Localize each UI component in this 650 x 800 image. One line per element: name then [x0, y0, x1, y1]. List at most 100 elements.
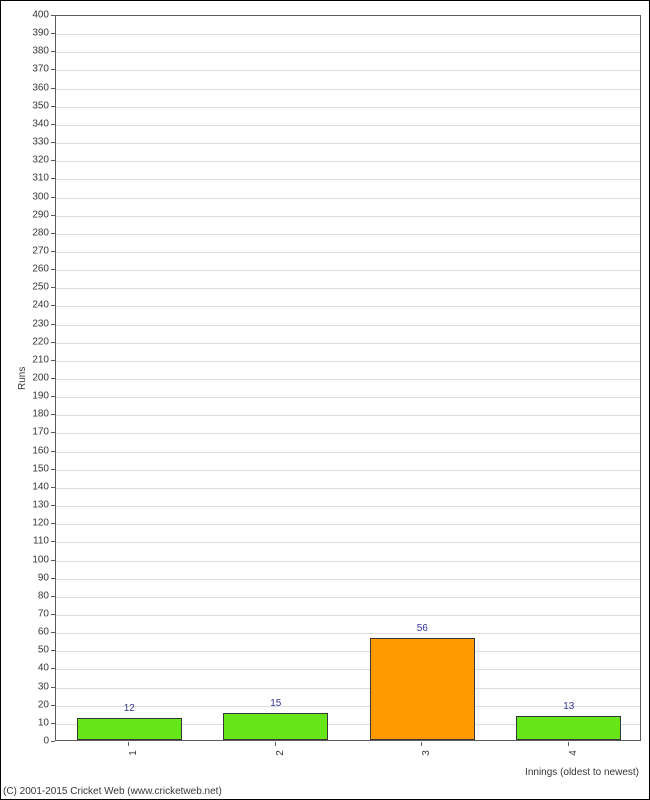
y-tick-label: 40 [27, 663, 49, 674]
y-tick-label: 150 [27, 463, 49, 474]
y-tick-label: 80 [27, 590, 49, 601]
bar [77, 718, 182, 740]
y-tick-mark [51, 541, 55, 542]
gridline [56, 198, 640, 199]
gridline [56, 107, 640, 108]
y-tick-label: 210 [27, 354, 49, 365]
y-tick-mark [51, 233, 55, 234]
gridline [56, 179, 640, 180]
gridline [56, 506, 640, 507]
gridline [56, 288, 640, 289]
y-tick-mark [51, 650, 55, 651]
y-tick-mark [51, 215, 55, 216]
gridline [56, 125, 640, 126]
gridline [56, 633, 640, 634]
y-tick-mark [51, 15, 55, 16]
y-tick-label: 170 [27, 427, 49, 438]
x-tick-mark [128, 742, 129, 746]
y-tick-label: 20 [27, 699, 49, 710]
y-tick-label: 370 [27, 64, 49, 75]
gridline [56, 688, 640, 689]
y-tick-label: 260 [27, 264, 49, 275]
y-tick-label: 70 [27, 608, 49, 619]
gridline [56, 379, 640, 380]
bar-value-label: 13 [563, 701, 574, 712]
x-tick-label: 2 [275, 750, 286, 756]
y-tick-mark [51, 578, 55, 579]
y-tick-mark [51, 487, 55, 488]
y-tick-label: 100 [27, 554, 49, 565]
gridline [56, 234, 640, 235]
y-tick-label: 120 [27, 518, 49, 529]
y-tick-mark [51, 305, 55, 306]
y-tick-mark [51, 705, 55, 706]
x-tick-mark [568, 742, 569, 746]
y-tick-label: 110 [27, 536, 49, 547]
y-tick-label: 350 [27, 100, 49, 111]
gridline [56, 433, 640, 434]
gridline [56, 306, 640, 307]
y-tick-label: 320 [27, 155, 49, 166]
y-tick-mark [51, 668, 55, 669]
y-tick-mark [51, 505, 55, 506]
gridline [56, 270, 640, 271]
y-tick-mark [51, 106, 55, 107]
y-tick-mark [51, 69, 55, 70]
x-tick-label: 3 [421, 750, 432, 756]
y-tick-mark [51, 632, 55, 633]
y-tick-label: 220 [27, 336, 49, 347]
y-tick-label: 130 [27, 500, 49, 511]
gridline [56, 524, 640, 525]
gridline [56, 415, 640, 416]
y-tick-mark [51, 324, 55, 325]
gridline [56, 470, 640, 471]
bar [223, 713, 328, 740]
bar-value-label: 12 [124, 703, 135, 714]
y-tick-mark [51, 124, 55, 125]
bar [370, 638, 475, 740]
gridline [56, 216, 640, 217]
x-tick-mark [275, 742, 276, 746]
y-tick-mark [51, 596, 55, 597]
y-tick-mark [51, 414, 55, 415]
y-tick-mark [51, 723, 55, 724]
y-tick-mark [51, 251, 55, 252]
gridline [56, 397, 640, 398]
gridline [56, 325, 640, 326]
bar [516, 716, 621, 740]
y-tick-mark [51, 33, 55, 34]
y-tick-label: 390 [27, 28, 49, 39]
gridline [56, 542, 640, 543]
y-tick-label: 200 [27, 373, 49, 384]
y-tick-label: 190 [27, 391, 49, 402]
y-tick-label: 60 [27, 627, 49, 638]
gridline [56, 34, 640, 35]
y-tick-mark [51, 88, 55, 89]
x-axis-label: Innings (oldest to newest) [525, 767, 639, 778]
y-tick-label: 0 [27, 736, 49, 747]
gridline [56, 70, 640, 71]
y-tick-label: 10 [27, 717, 49, 728]
y-tick-label: 310 [27, 173, 49, 184]
y-tick-mark [51, 378, 55, 379]
gridline [56, 89, 640, 90]
y-tick-label: 230 [27, 318, 49, 329]
y-tick-mark [51, 614, 55, 615]
gridline [56, 343, 640, 344]
x-tick-label: 1 [128, 750, 139, 756]
y-tick-mark [51, 396, 55, 397]
y-tick-label: 180 [27, 409, 49, 420]
y-tick-mark [51, 741, 55, 742]
y-tick-label: 50 [27, 645, 49, 656]
gridline [56, 52, 640, 53]
y-tick-label: 360 [27, 82, 49, 93]
y-tick-label: 240 [27, 300, 49, 311]
chart-frame: 12155613 Runs Innings (oldest to newest)… [0, 0, 650, 800]
gridline [56, 361, 640, 362]
y-tick-mark [51, 142, 55, 143]
gridline [56, 561, 640, 562]
y-tick-mark [51, 178, 55, 179]
gridline [56, 597, 640, 598]
bar-value-label: 15 [270, 698, 281, 709]
gridline [56, 252, 640, 253]
